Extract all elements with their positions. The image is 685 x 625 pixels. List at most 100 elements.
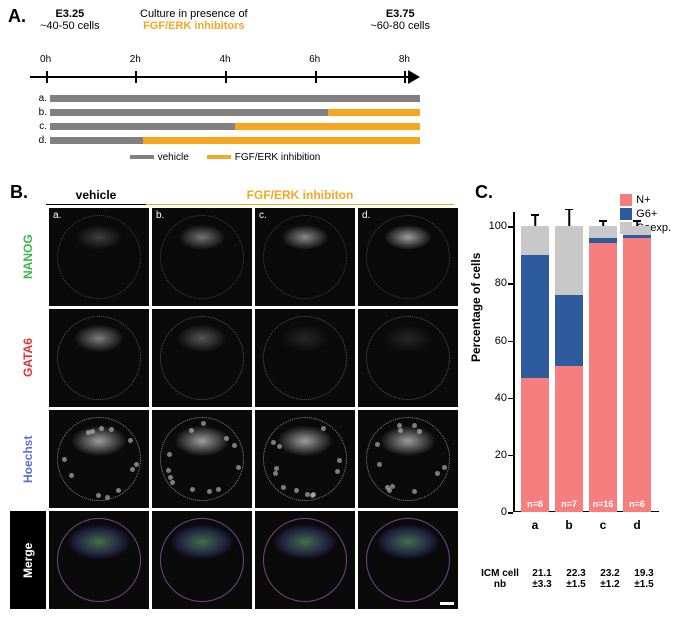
microscopy-row-label: NANOG xyxy=(10,208,46,306)
microscopy-image xyxy=(358,309,458,407)
bar-row-label: b. xyxy=(30,107,50,118)
sample-size-label: n=8 xyxy=(521,499,549,509)
bar-segment xyxy=(623,238,651,512)
axis-tick xyxy=(404,71,406,83)
stacked-bar: n=8 xyxy=(521,226,549,512)
inhib-segment xyxy=(328,109,421,116)
embryo-outline xyxy=(366,316,450,400)
stacked-bar-chart: Percentage of cells 020406080100n=8an=7b… xyxy=(475,212,665,542)
microscopy-image xyxy=(49,309,149,407)
embryo-outline xyxy=(263,215,347,299)
icm-row: ICM cellnb21.1±3.322.3±1.523.2±1.219.3±1… xyxy=(475,568,661,590)
x-tick-label: c xyxy=(589,518,617,532)
axis-tick xyxy=(315,71,317,83)
icm-value: 21.1±3.3 xyxy=(527,568,557,590)
y-tick xyxy=(508,455,513,457)
condition-bars: a. b. c. d. xyxy=(30,92,420,146)
y-tick-label: 40 xyxy=(483,392,507,404)
stacked-bar: n=6 xyxy=(623,226,651,512)
microscopy-grid: NANOGa.b.c.d.GATA6HoechstMerge xyxy=(10,208,460,609)
axis-tick-label: 8h xyxy=(399,54,410,65)
condition-bar-row: b. xyxy=(30,106,420,118)
microscopy-image xyxy=(152,309,252,407)
embryo-outline xyxy=(366,518,450,602)
icm-value: 22.3±1.5 xyxy=(561,568,591,590)
axis-arrow-icon xyxy=(408,70,420,84)
microscopy-row-label: GATA6 xyxy=(10,309,46,407)
vehicle-segment xyxy=(50,109,328,116)
panel-b: B. vehicle FGF/ERK inhibiton NANOGa.b.c.… xyxy=(10,188,460,609)
bar-track xyxy=(50,137,420,144)
vehicle-segment xyxy=(50,95,420,102)
sample-size-label: n=6 xyxy=(623,499,651,509)
embryo-outline xyxy=(160,316,244,400)
inhib-segment xyxy=(235,123,420,130)
stage-end: E3.75 ~60-80 cells xyxy=(370,8,430,32)
scale-bar xyxy=(440,602,454,605)
bar-track xyxy=(50,109,420,116)
axis-line xyxy=(30,76,410,78)
axis-tick xyxy=(135,71,137,83)
y-tick xyxy=(508,398,513,400)
stacked-bar: n=16 xyxy=(589,226,617,512)
error-cap xyxy=(565,209,573,211)
microscopy-image xyxy=(358,410,458,508)
axis-tick xyxy=(225,71,227,83)
embryo-outline xyxy=(57,417,141,501)
microscopy-image xyxy=(358,511,458,609)
bar-segment xyxy=(623,235,651,238)
embryo-outline xyxy=(160,417,244,501)
axis-tick-label: 6h xyxy=(309,54,320,65)
bar-segment xyxy=(589,226,617,237)
legend-text: N+ xyxy=(636,194,650,206)
bar-segment xyxy=(623,226,651,235)
legend-inhib: FGF/ERK inhibition xyxy=(207,152,321,163)
panel-c: C. N+G6+Coexp. Percentage of cells 02040… xyxy=(475,188,675,542)
bar-segment xyxy=(555,366,583,512)
vehicle-segment xyxy=(50,137,143,144)
panel-a-legend: vehicle FGF/ERK inhibition xyxy=(30,152,420,163)
y-tick-label: 0 xyxy=(483,506,507,518)
icm-value: 19.3±1.5 xyxy=(629,568,659,590)
y-tick-label: 100 xyxy=(483,220,507,232)
legend-item: N+ xyxy=(620,194,671,206)
microscopy-image xyxy=(152,511,252,609)
x-tick-label: b xyxy=(555,518,583,532)
x-tick-label: a xyxy=(521,518,549,532)
y-tick xyxy=(508,512,513,514)
condition-bar-row: c. xyxy=(30,120,420,132)
y-tick-label: 20 xyxy=(483,449,507,461)
microscopy-image xyxy=(255,410,355,508)
microscopy-image xyxy=(152,410,252,508)
axis-tick xyxy=(46,71,48,83)
column-sublabel: d. xyxy=(362,210,370,221)
bar-segment xyxy=(589,238,617,244)
bar-segment xyxy=(555,226,583,295)
y-tick xyxy=(508,341,513,343)
microscopy-image xyxy=(255,511,355,609)
embryo-outline xyxy=(57,215,141,299)
embryo-outline xyxy=(57,518,141,602)
embryo-outline xyxy=(263,417,347,501)
microscopy-image: c. xyxy=(255,208,355,306)
panel-a-header: E3.25 ~40-50 cells Culture in presence o… xyxy=(30,8,420,60)
y-tick xyxy=(508,226,513,228)
condition-bar-row: d. xyxy=(30,134,420,146)
legend-vehicle-text: vehicle xyxy=(158,152,189,163)
vehicle-segment xyxy=(50,123,235,130)
culture-caption: Culture in presence of FGF/ERK inhibitor… xyxy=(140,8,248,32)
y-axis xyxy=(513,212,515,512)
stage-start-cells: ~40-50 cells xyxy=(40,20,100,32)
microscopy-image xyxy=(49,511,149,609)
y-tick-label: 60 xyxy=(483,335,507,347)
bar-track xyxy=(50,123,420,130)
inhib-swatch xyxy=(207,155,231,159)
culture-line1: Culture in presence of xyxy=(140,8,248,20)
y-axis-label: Percentage of cells xyxy=(469,253,483,362)
embryo-outline xyxy=(366,215,450,299)
header-inhib: FGF/ERK inhibiton xyxy=(146,188,454,205)
bar-segment xyxy=(555,295,583,366)
bar-segment xyxy=(589,243,617,512)
panel-c-label: C. xyxy=(475,182,493,203)
error-cap xyxy=(599,220,607,222)
